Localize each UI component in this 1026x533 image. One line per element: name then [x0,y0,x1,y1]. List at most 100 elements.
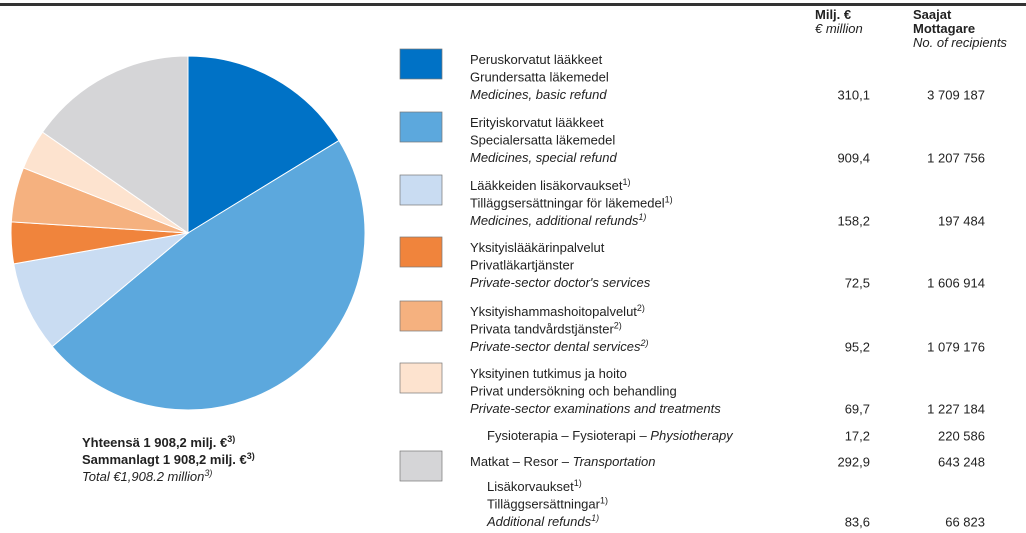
text-line: Tilläggsersättningar för läkemedel1) [470,195,673,211]
pie-slice [41,55,189,234]
value-label: 83,6 [845,514,870,529]
text-part: Yksityinen tutkimus ja hoito [470,366,627,381]
text-line: Lisäkorvaukset1) [487,478,582,494]
text-part: Private-sector doctor's services [470,275,651,290]
text-part: Yksityishammashoitopalvelut [470,304,637,319]
recipients-label: 197 484 [938,213,985,228]
value-label: 292,9 [837,454,870,469]
text-line: Milj. € [815,7,851,22]
value-label: 310,1 [837,87,870,102]
text-part: Physiotherapy [650,428,734,443]
text-part: Specialersatta läkemedel [470,133,615,148]
recipients-label: 1 207 756 [927,150,985,165]
text-line: Total €1,908.2 million3) [82,468,212,484]
text-line: Privata tandvårdstjänster2) [470,321,622,337]
footnote-mark: 3) [247,451,255,461]
value-label: 72,5 [845,275,870,290]
text-part: Erityiskorvatut lääkkeet [470,115,604,130]
footnote-mark: 3) [227,434,235,444]
footnote-mark: 2) [614,321,622,331]
text-part: Medicines, special refund [470,150,617,165]
value-label: 69,7 [845,401,870,416]
text-line: Lääkkeiden lisäkorvaukset1) [470,177,631,193]
text-part: Total €1,908.2 million [82,469,204,484]
value-label: 17,2 [845,428,870,443]
text-line: Grundersatta läkemedel [470,70,609,85]
text-part: Medicines, basic refund [470,87,607,102]
text-line: Privat undersökning och behandling [470,384,677,399]
recipients-label: 1 227 184 [927,401,985,416]
text-part: Lääkkeiden lisäkorvaukset [470,178,623,193]
text-part: Privat undersökning och behandling [470,384,677,399]
legend-swatch [399,48,443,80]
text-part: Privatläkartjänster [470,258,575,273]
text-part: Yhteensä 1 908,2 milj. € [82,435,227,450]
text-part: Peruskorvatut lääkkeet [470,52,603,67]
recipients-label: 3 709 187 [927,87,985,102]
text-line: Yksityislääkärinpalvelut [470,240,605,255]
text-part: Grundersatta läkemedel [470,70,609,85]
text-part: Transportation [573,454,656,469]
text-line: Privatläkartjänster [470,258,575,273]
value-label: 95,2 [845,339,870,354]
legend-swatch [399,300,443,332]
pie-slice [51,139,366,411]
text-part: € million [815,21,863,36]
text-line: Private-sector doctor's services [470,275,651,290]
text-part: Saajat [913,7,952,22]
legend-swatch [399,174,443,206]
legend-swatch [399,362,443,394]
text-part: Matkat – Resor – [470,454,573,469]
footnote-mark: 1) [600,496,608,506]
legend-swatch [399,111,443,143]
text-part: Lisäkorvaukset [487,479,574,494]
pie-slice [13,232,190,348]
text-part: Tilläggsersättningar [487,497,601,512]
text-part: Medicines, additional refunds [470,213,639,228]
recipients-label: 1 079 176 [927,339,985,354]
text-line: Erityiskorvatut lääkkeet [470,115,604,130]
text-line: Tilläggsersättningar1) [487,496,608,512]
text-line: Saajat [913,7,952,22]
value-label: 158,2 [837,213,870,228]
text-part: Milj. € [815,7,851,22]
text-part: Additional refunds [486,514,592,529]
text-line: Medicines, additional refunds1) [470,212,646,228]
footnote-mark: 2) [640,338,649,348]
text-line: Medicines, special refund [470,150,617,165]
recipients-label: 66 823 [945,514,985,529]
text-part: Tilläggsersättningar för läkemedel [470,196,665,211]
text-line: Yksityinen tutkimus ja hoito [470,366,627,381]
footnote-mark: 1) [665,195,673,205]
text-line: Fysioterapia – Fysioterapi – Physiothera… [487,428,734,443]
text-line: Peruskorvatut lääkkeet [470,52,603,67]
text-part: No. of recipients [913,35,1007,50]
footnote-mark: 1) [638,212,646,222]
text-line: Matkat – Resor – Transportation [470,454,655,469]
text-line: Yksityishammashoitopalvelut2) [470,303,645,319]
footnote-mark: 3) [204,468,212,478]
text-line: € million [815,21,863,36]
legend-swatch [399,450,443,482]
text-part: Private-sector dental services [470,339,641,354]
text-part: Yksityislääkärinpalvelut [470,240,605,255]
recipients-label: 1 606 914 [927,275,985,290]
text-line: Medicines, basic refund [470,87,607,102]
text-part: Privata tandvårdstjänster [470,322,614,337]
recipients-label: 220 586 [938,428,985,443]
footnote-mark: 2) [637,303,645,313]
footnote-mark: 1) [622,177,630,187]
value-label: 909,4 [837,150,870,165]
legend-swatch [399,236,443,268]
footnote-mark: 1) [591,513,599,523]
text-line: Additional refunds1) [486,513,599,529]
text-line: Yhteensä 1 908,2 milj. €3) [82,434,235,450]
text-line: Private-sector examinations and treatmen… [470,401,721,416]
top-rule [0,3,1026,6]
text-part: Mottagare [913,21,975,36]
footnote-mark: 1) [574,478,582,488]
text-part: Sammanlagt 1 908,2 milj. € [82,452,247,467]
text-line: Specialersatta läkemedel [470,133,615,148]
recipients-label: 643 248 [938,454,985,469]
